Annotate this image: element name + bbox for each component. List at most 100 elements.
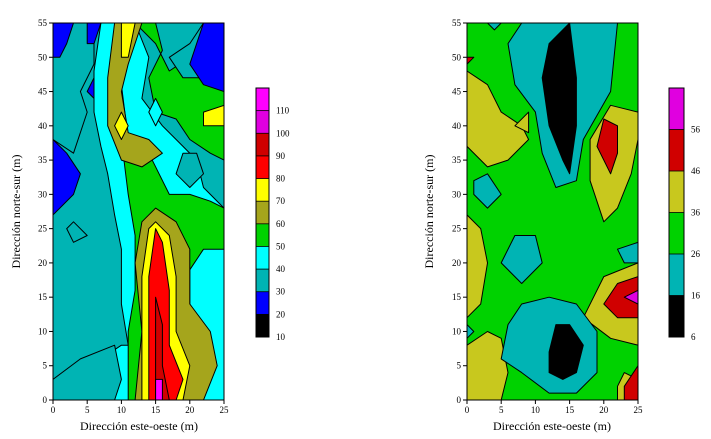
colorbar-swatch: [256, 246, 269, 270]
y-tick-label: 45: [452, 87, 462, 97]
y-tick-label: 35: [452, 155, 462, 165]
colorbar-swatch: [669, 212, 684, 254]
y-tick-label: 50: [38, 52, 48, 62]
colorbar-level-label: 50: [276, 241, 286, 251]
contour-region-17: [603, 276, 638, 319]
colorbar-level-label: 36: [691, 208, 701, 218]
contour-region-13: [617, 241, 638, 264]
x-tick-label: 20: [185, 405, 195, 415]
x-tick-label: 15: [151, 405, 161, 415]
y-tick-label: 30: [38, 189, 48, 199]
contour-region-6: [514, 111, 530, 134]
contour-region-12: [487, 23, 502, 31]
y-tick-label: 50: [452, 52, 462, 62]
contour-region-18: [623, 365, 638, 400]
y-tick-label: 15: [452, 292, 462, 302]
colorbar-level-label: 60: [276, 219, 286, 229]
colorbar-swatch: [669, 295, 684, 337]
contour-region-12: [203, 104, 224, 127]
x-tick-label: 15: [565, 405, 575, 415]
right-contour-panel: 0 5 10 15 20 25 0 5 10 15 20 25 30 35 40 45 50 55 Direcció…: [422, 18, 701, 433]
y-tick-label: 10: [38, 326, 48, 336]
x-axis-label: Dirección este-oeste (m): [493, 419, 611, 433]
x-tick-label: 5: [85, 405, 90, 415]
left-contour-panel: 0 5 10 15 20 25 0 5 10 15 20 25 30 35 40 45 50 55 Direcció…: [9, 18, 290, 433]
colorbar-level-label: 110: [276, 106, 290, 116]
contour-region-7: [148, 97, 163, 127]
y-tick-label: 40: [38, 121, 48, 131]
y-axis-label: Dirección norte-sur (m): [9, 155, 23, 269]
x-tick-label: 10: [117, 405, 127, 415]
y-tick-label: 5: [457, 361, 462, 371]
contour-region-20: [53, 139, 81, 216]
colorbar-level-label: 30: [276, 287, 286, 297]
x-tick-label: 20: [599, 405, 609, 415]
x-tick-label: 0: [465, 405, 470, 415]
contour-region-21: [86, 77, 95, 99]
colorbar-swatch: [256, 178, 269, 202]
x-tick-label: 0: [51, 405, 56, 415]
x-tick-label: 25: [634, 405, 644, 415]
y-tick-label: 0: [43, 395, 48, 405]
y-tick-label: 40: [452, 121, 462, 131]
y-tick-label: 15: [38, 292, 48, 302]
contour-region-15: [548, 324, 584, 380]
colorbar-swatch: [256, 110, 269, 134]
colorbar-level-label: 10: [276, 332, 286, 342]
colorbar-level-label: 20: [276, 309, 286, 319]
contour-region-16: [596, 118, 618, 175]
contour-region-17: [53, 23, 74, 58]
contour-region-15: [155, 296, 170, 400]
contour-region-16: [155, 378, 163, 400]
x-tick-label: 25: [220, 405, 230, 415]
colorbar-level-label: 16: [691, 291, 701, 301]
y-tick-label: 45: [38, 87, 48, 97]
colorbar-level-label: 6: [691, 332, 696, 342]
colorbar-swatch: [669, 254, 684, 296]
y-tick-label: 55: [452, 18, 462, 28]
colorbar-swatch: [256, 314, 269, 337]
contour-region-8: [473, 173, 502, 209]
contour-region-19: [189, 23, 224, 92]
colorbar-swatch: [256, 269, 269, 292]
x-axis-label: Dirección este-oeste (m): [80, 419, 198, 433]
y-tick-label: 30: [452, 189, 462, 199]
contour-region-19: [467, 56, 475, 65]
colorbar-level-label: 80: [276, 174, 286, 184]
contour-region-10: [120, 23, 136, 58]
contour-region-11: [114, 111, 129, 140]
contour-region-1: [467, 214, 488, 319]
y-tick-label: 35: [38, 155, 48, 165]
y-tick-label: 10: [452, 326, 462, 336]
colorbar-swatch: [256, 88, 269, 111]
colorbar-swatch: [256, 201, 269, 224]
colorbar-swatch: [669, 88, 684, 130]
plot-frame: [466, 22, 639, 401]
colorbar-swatch: [669, 171, 684, 213]
colorbar-level-label: 70: [276, 196, 286, 206]
colorbar-level-label: 100: [276, 128, 290, 138]
y-tick-label: 20: [38, 258, 48, 268]
colorbar-swatch: [256, 223, 269, 247]
colorbar-swatch: [669, 129, 684, 171]
y-tick-label: 55: [38, 18, 48, 28]
colorbar-level-label: 90: [276, 151, 286, 161]
plot-frame: [52, 22, 225, 401]
contour-regions: [53, 23, 224, 400]
colorbar-swatch: [256, 155, 269, 179]
y-axis-label: Dirección norte-sur (m): [422, 155, 436, 269]
contour-region-18: [86, 23, 102, 45]
y-tick-label: 25: [452, 224, 462, 234]
colorbar-level-label: 56: [691, 125, 701, 135]
y-tick-label: 20: [452, 258, 462, 268]
y-tick-label: 5: [43, 361, 48, 371]
colorbar-level-label: 40: [276, 264, 286, 274]
contour-region-20: [623, 289, 638, 305]
contour-region-2: [53, 344, 122, 400]
contour-region-2: [467, 331, 509, 400]
contour-region-9: [500, 235, 543, 284]
contour-region-3: [66, 221, 88, 243]
contour-region-6: [175, 152, 204, 188]
colorbar-swatch: [256, 133, 269, 156]
